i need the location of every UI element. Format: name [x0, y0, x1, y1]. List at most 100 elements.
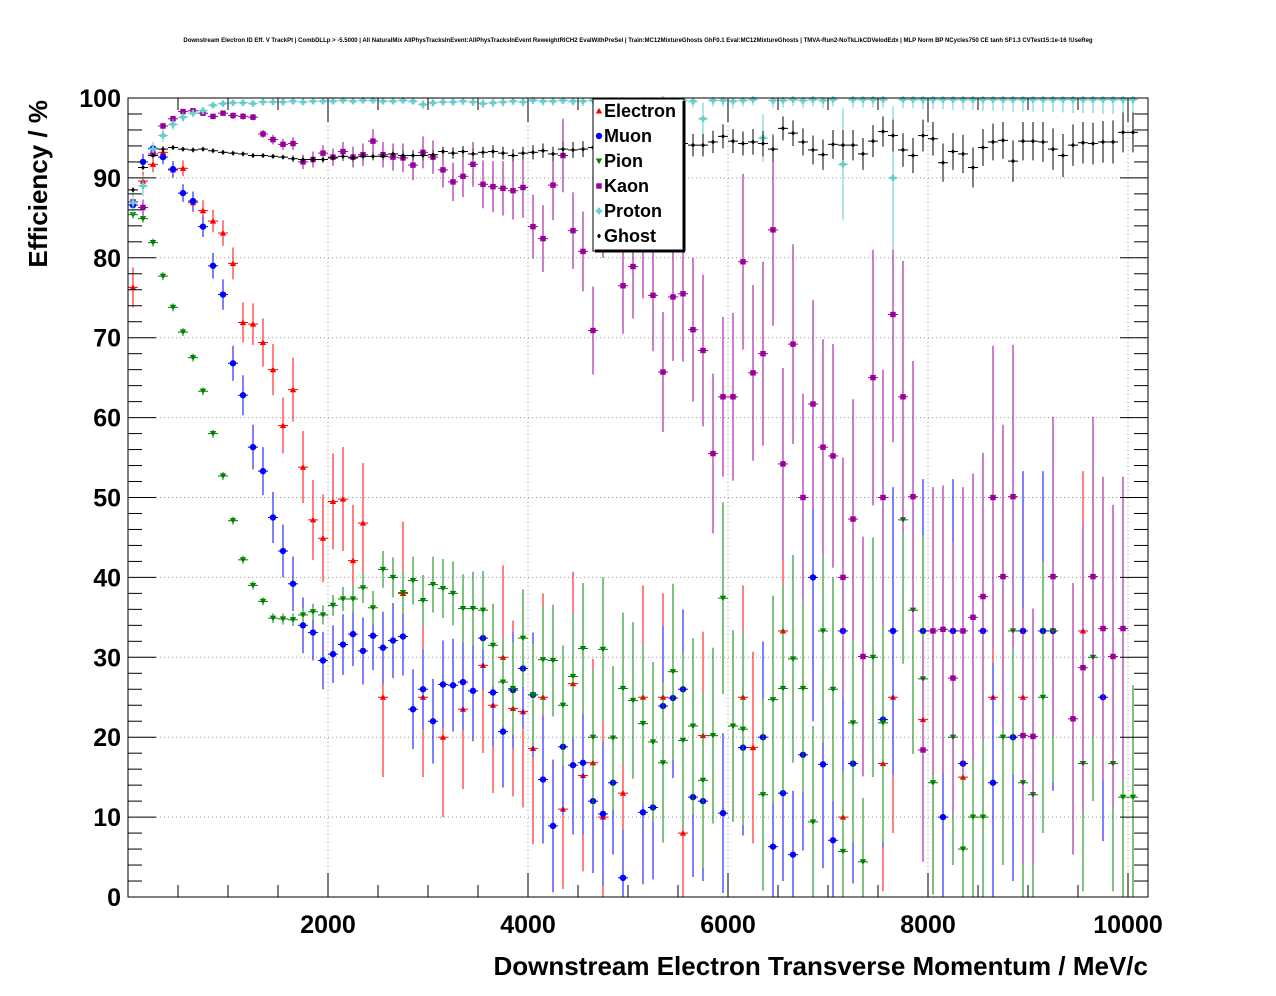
data-marker [829, 686, 837, 693]
data-point-muon [448, 638, 458, 732]
data-point-muon [358, 617, 368, 685]
data-point-ghost [738, 131, 748, 156]
data-marker [470, 151, 476, 157]
data-point-kaon [578, 211, 588, 292]
data-marker [620, 283, 626, 289]
data-point-proton [1008, 96, 1018, 112]
data-marker [579, 97, 587, 105]
data-marker [920, 747, 926, 753]
data-marker [649, 739, 657, 746]
data-marker [129, 284, 137, 290]
data-marker [569, 97, 577, 105]
data-point-ghost [308, 156, 318, 163]
data-point-proton [498, 98, 508, 107]
data-marker [320, 156, 326, 163]
legend-marker-kaon [596, 183, 602, 189]
data-marker [1080, 140, 1086, 146]
data-point-kaon [738, 173, 748, 350]
data-marker [960, 628, 966, 634]
data-point-muon [178, 184, 188, 202]
data-point-ghost [418, 150, 428, 161]
data-point-pion [248, 581, 258, 590]
data-marker [1070, 142, 1076, 148]
data-marker [140, 204, 146, 211]
data-point-proton [558, 97, 568, 105]
data-point-ghost [458, 145, 468, 158]
y-tick-label: 80 [93, 245, 121, 273]
data-point-pion [548, 604, 558, 717]
data-marker [629, 697, 637, 704]
data-point-ghost [138, 164, 148, 171]
data-marker [700, 142, 706, 148]
data-point-muon [438, 640, 448, 729]
data-marker [910, 152, 916, 159]
data-point-muon [208, 253, 218, 279]
data-marker [289, 580, 297, 587]
data-point-ghost [408, 150, 418, 161]
data-marker [139, 182, 147, 190]
data-marker [519, 635, 527, 642]
data-marker [209, 262, 217, 269]
data-point-pion [718, 502, 728, 695]
data-point-pion [528, 643, 538, 746]
data-marker [280, 154, 286, 160]
data-marker [289, 386, 297, 393]
data-marker [530, 223, 536, 230]
data-marker [249, 582, 257, 589]
data-point-proton [1108, 96, 1118, 114]
data-point-kaon [808, 300, 818, 508]
data-point-proton [1048, 96, 1058, 113]
data-point-kaon [248, 113, 258, 121]
data-point-kaon [878, 369, 888, 626]
x-tick-label: 10000 [1093, 911, 1163, 939]
data-marker [460, 173, 466, 180]
data-marker [369, 632, 377, 639]
data-marker [950, 675, 956, 681]
data-marker [439, 734, 447, 740]
data-point-ghost [788, 120, 798, 146]
data-point-ghost [468, 148, 478, 160]
data-marker [740, 259, 746, 265]
data-marker [129, 199, 137, 206]
data-point-muon [248, 424, 258, 470]
data-point-proton [218, 100, 228, 107]
data-point-electron [748, 651, 758, 844]
data-marker [549, 657, 557, 664]
data-marker [759, 792, 767, 798]
data-point-muon [388, 602, 398, 679]
data-marker [569, 673, 577, 680]
data-marker [839, 848, 847, 855]
data-marker [259, 98, 267, 106]
data-point-pion [368, 590, 378, 625]
data-marker [769, 697, 777, 703]
data-marker [249, 320, 257, 327]
data-point-electron [258, 318, 268, 367]
data-marker [139, 158, 147, 166]
data-point-muon [408, 669, 418, 750]
data-marker [340, 148, 346, 155]
data-point-proton [748, 96, 758, 106]
data-marker [1059, 96, 1067, 103]
data-point-proton [278, 98, 288, 106]
data-marker [209, 101, 217, 109]
data-point-ghost [218, 149, 228, 155]
data-marker [599, 646, 607, 653]
data-point-electron [278, 397, 288, 454]
data-marker [969, 814, 977, 821]
data-marker [920, 132, 926, 139]
data-point-ghost [858, 137, 868, 170]
data-marker [140, 164, 146, 171]
legend-box [592, 98, 685, 252]
data-marker [1129, 96, 1137, 103]
data-point-kaon [978, 452, 988, 741]
data-point-proton [928, 96, 938, 110]
data-marker [569, 761, 577, 769]
data-point-proton [1058, 96, 1068, 113]
data-marker [830, 453, 836, 459]
data-marker [870, 138, 876, 144]
data-point-kaon [568, 192, 578, 269]
data-point-kaon [768, 133, 778, 326]
data-marker [519, 98, 527, 106]
data-marker [1050, 146, 1056, 152]
